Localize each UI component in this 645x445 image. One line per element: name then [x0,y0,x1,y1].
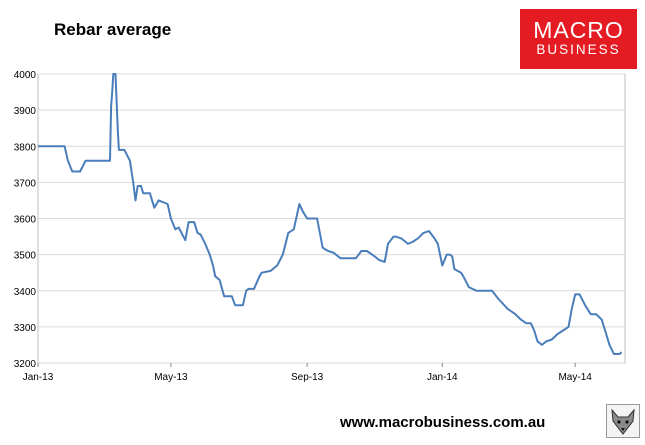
chart-title: Rebar average [54,20,172,39]
x-tick-label: May-13 [154,372,188,383]
gridlines [38,73,625,364]
logo-line-business: BUSINESS [536,42,621,57]
y-axis-ticks: 3200 3300 3400 3500 3600 3700 3800 3900 4000 [14,70,37,370]
series-line-rebar [38,73,623,355]
macrobusiness-logo: MACRO BUSINESS [520,9,637,69]
y-tick-label: 3200 [14,359,37,370]
x-tick-label: Sep-13 [291,372,324,383]
y-tick-label: 3400 [14,287,37,298]
logo-line-macro: MACRO [533,17,624,43]
y-tick-label: 3900 [14,106,37,117]
y-tick-label: 3500 [14,251,37,262]
x-tick-label: May-14 [558,372,592,383]
footer-url: www.macrobusiness.com.au [340,414,546,431]
y-tick-label: 3700 [14,178,37,189]
x-axis-ticks: Jan-13 May-13 Sep-13 Jan-14 May-14 [23,363,592,383]
y-tick-label: 3300 [14,323,37,334]
x-tick-label: Jan-13 [23,372,54,383]
fox-mascot-icon [606,404,640,438]
y-tick-label: 4000 [14,70,37,81]
y-tick-label: 3800 [14,142,37,153]
x-tick-label: Jan-14 [427,372,458,383]
y-tick-label: 3600 [14,215,37,226]
